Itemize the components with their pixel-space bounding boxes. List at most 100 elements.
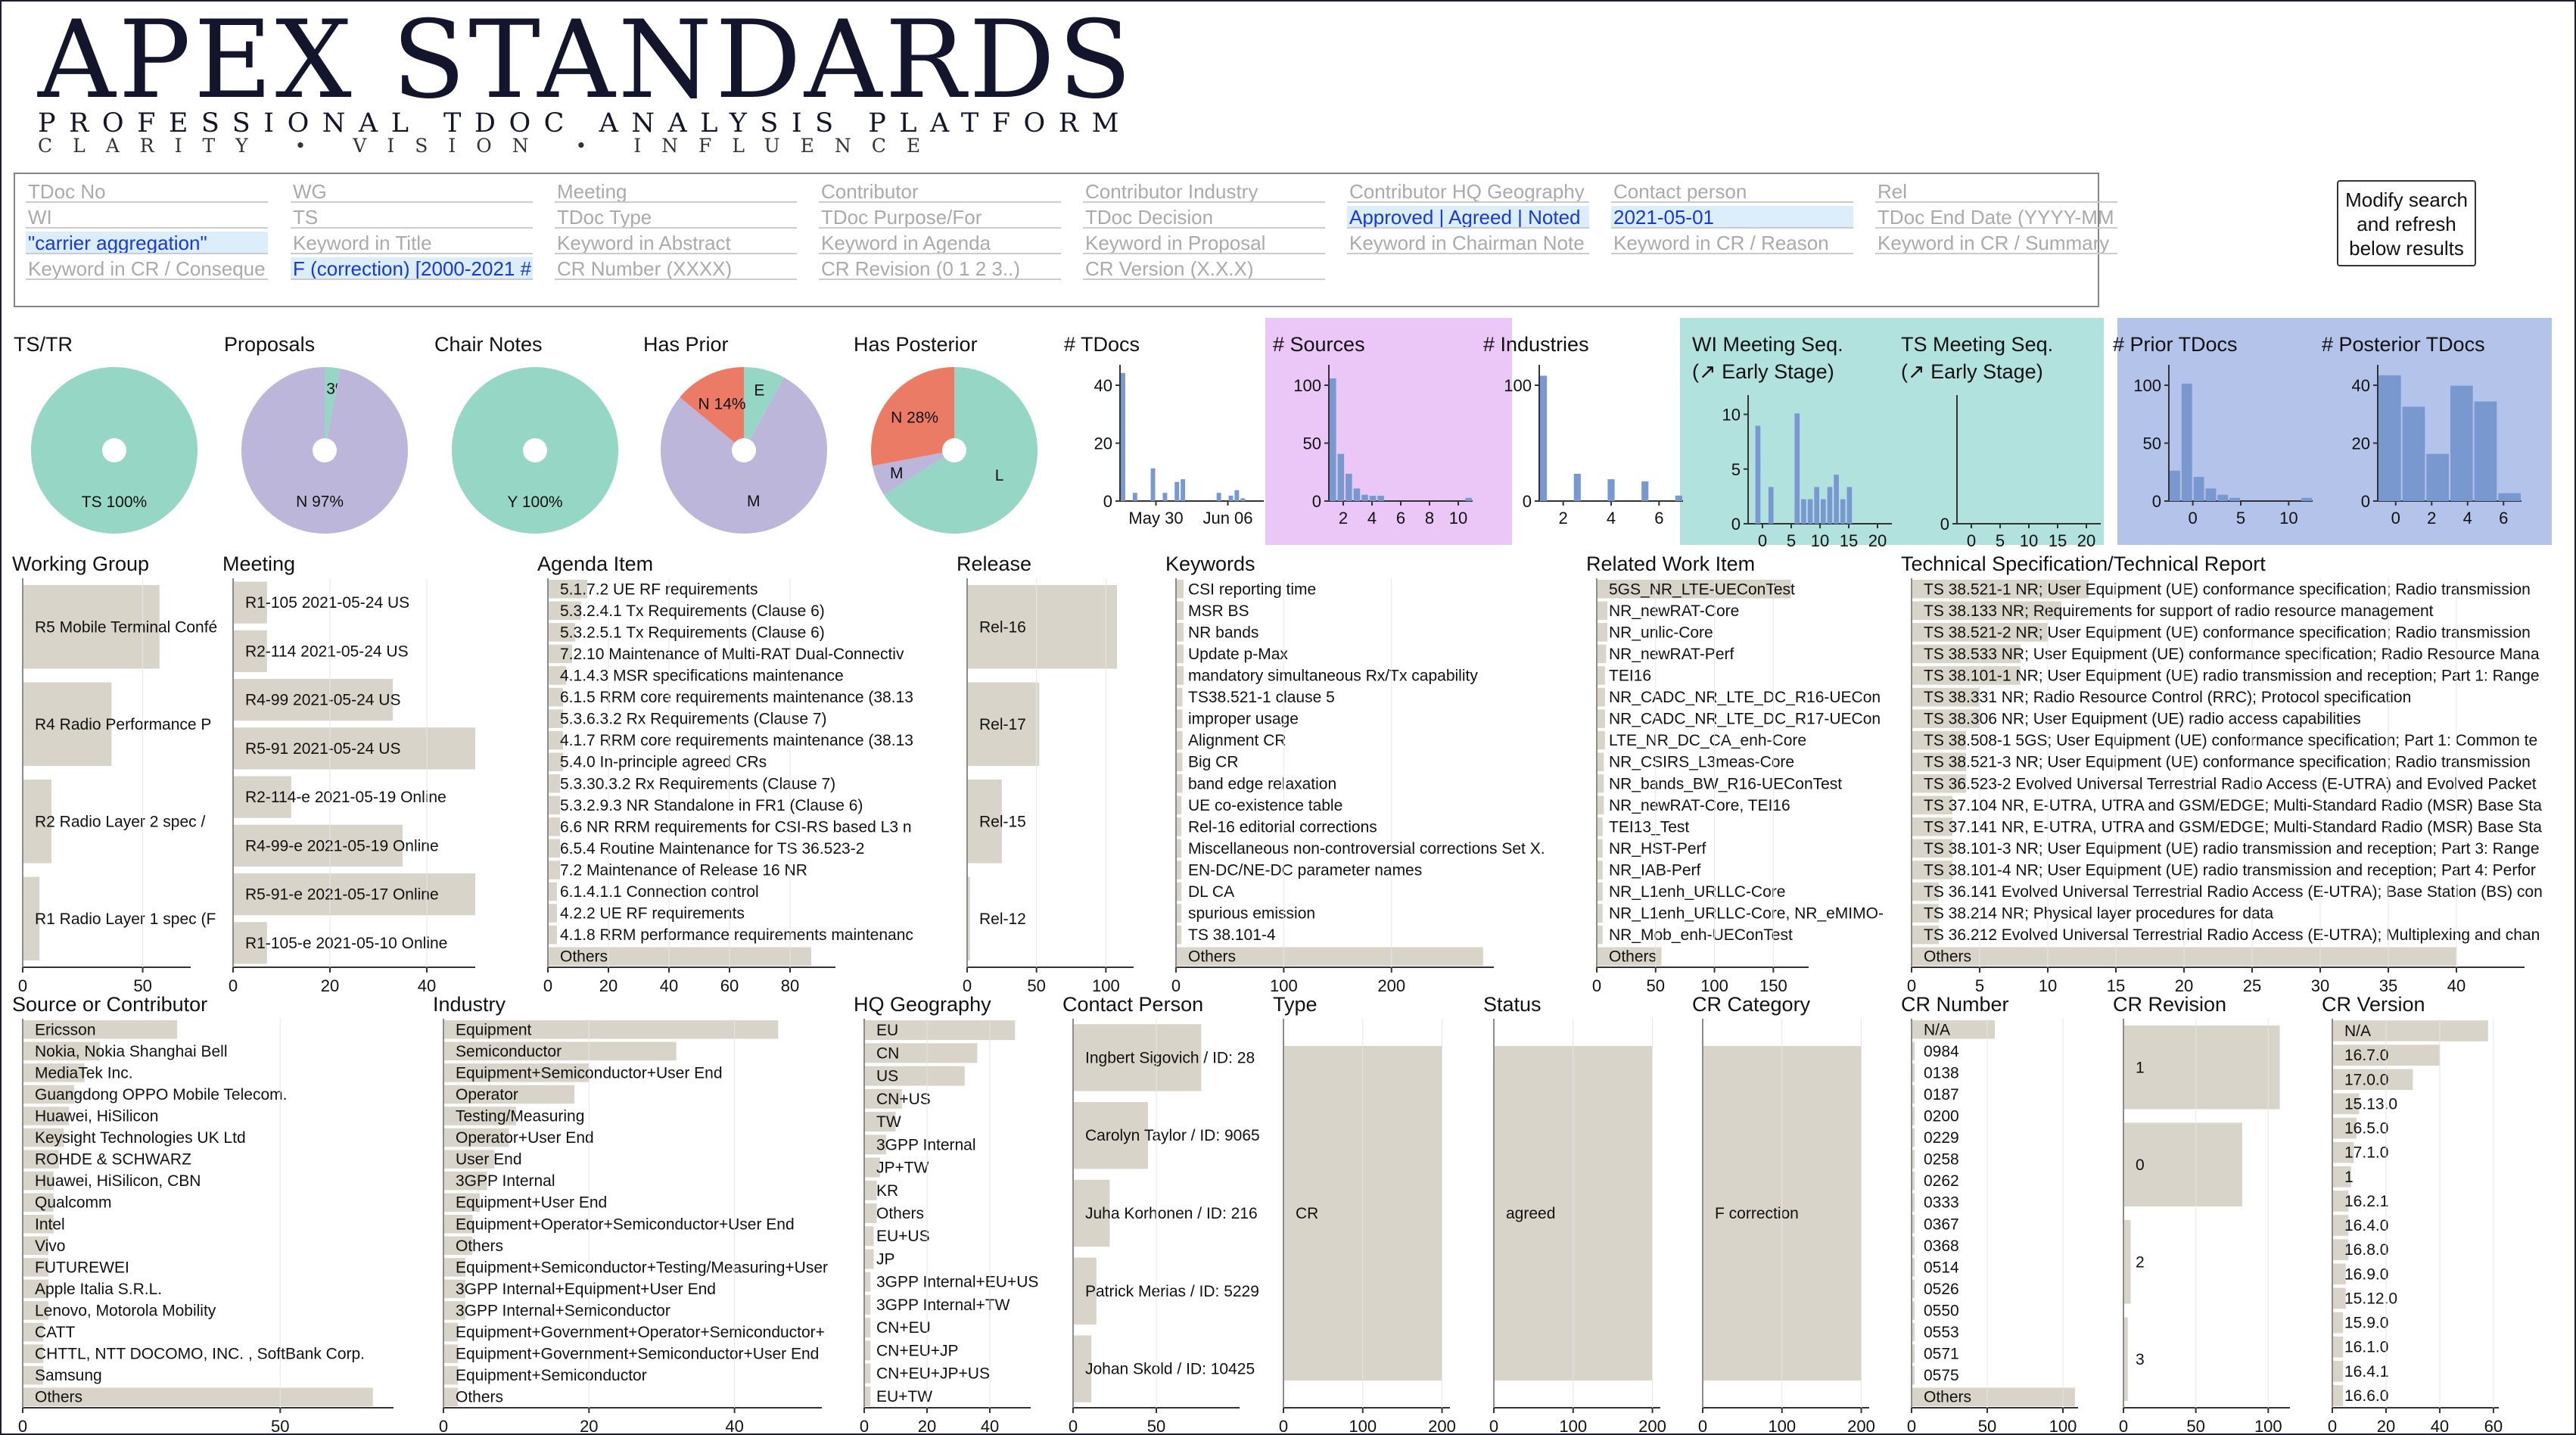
bar[interactable] — [1176, 709, 1183, 728]
bar[interactable] — [1176, 904, 1182, 923]
bar[interactable] — [1597, 904, 1603, 923]
search-field-carrier-aggregation[interactable]: "carrier aggregation" — [26, 232, 268, 254]
hist-bar[interactable] — [1834, 475, 1839, 524]
bar[interactable] — [1912, 839, 1952, 858]
bar[interactable] — [233, 678, 394, 721]
bar[interactable] — [548, 666, 566, 685]
search-field-wi[interactable]: WI — [26, 206, 268, 229]
hist-bar[interactable] — [1361, 494, 1368, 501]
bar[interactable] — [1597, 839, 1603, 858]
bar[interactable] — [233, 776, 291, 818]
bar[interactable] — [1912, 644, 2021, 664]
bar[interactable] — [1912, 1150, 1915, 1169]
bar[interactable] — [864, 1226, 874, 1247]
bar[interactable] — [2332, 1166, 2351, 1188]
bar[interactable] — [443, 1041, 677, 1061]
bar[interactable] — [967, 876, 970, 961]
hist-bar[interactable] — [1150, 468, 1156, 501]
bar[interactable] — [1597, 795, 1604, 815]
hist-bar[interactable] — [1174, 481, 1180, 501]
search-field-wg[interactable]: WG — [291, 180, 533, 203]
hist-bar[interactable] — [1162, 493, 1168, 501]
bar[interactable] — [233, 922, 267, 964]
bar[interactable] — [1912, 1020, 1995, 1039]
hist-bar[interactable] — [1840, 499, 1846, 524]
bar[interactable] — [443, 1344, 459, 1363]
hist-bar[interactable] — [1607, 479, 1615, 501]
bar[interactable] — [1176, 666, 1184, 685]
hist-bar[interactable] — [1573, 474, 1581, 501]
bar[interactable] — [864, 1135, 887, 1155]
bar[interactable] — [2332, 1191, 2349, 1212]
bar[interactable] — [2332, 1263, 2346, 1285]
bar[interactable] — [548, 687, 563, 707]
bar[interactable] — [864, 1066, 965, 1086]
bar[interactable] — [1597, 601, 1607, 621]
bar[interactable] — [23, 1128, 64, 1147]
bar[interactable] — [23, 682, 112, 767]
bar[interactable] — [1912, 882, 1939, 901]
hist-bar[interactable] — [2474, 401, 2497, 501]
bar[interactable] — [443, 1215, 473, 1234]
bar[interactable] — [548, 817, 560, 836]
bar[interactable] — [2332, 1117, 2357, 1139]
hist-bar[interactable] — [1540, 375, 1548, 501]
hist-bar[interactable] — [2193, 477, 2204, 501]
bar[interactable] — [1912, 580, 2089, 599]
pie-slice[interactable] — [872, 450, 954, 495]
bar[interactable] — [2332, 1287, 2346, 1309]
bar[interactable] — [1912, 1107, 1915, 1125]
bar[interactable] — [443, 1193, 481, 1212]
bar[interactable] — [1912, 1041, 1915, 1061]
hist-bar[interactable] — [1755, 425, 1761, 524]
bar[interactable] — [443, 1128, 509, 1147]
bar[interactable] — [548, 925, 557, 945]
bar[interactable] — [548, 904, 557, 923]
bar[interactable] — [2332, 1069, 2413, 1091]
bar[interactable] — [1912, 1215, 1915, 1234]
bar[interactable] — [548, 580, 587, 599]
bar[interactable] — [1597, 925, 1603, 945]
search-field-rel[interactable]: Rel — [1875, 180, 2117, 203]
bar[interactable] — [2123, 1122, 2242, 1207]
bar[interactable] — [23, 876, 40, 961]
bar[interactable] — [1597, 580, 1791, 599]
bar[interactable] — [1073, 1335, 1092, 1402]
bar[interactable] — [23, 1150, 59, 1169]
hist-bar[interactable] — [1121, 372, 1125, 501]
bar[interactable] — [1597, 774, 1604, 793]
bar[interactable] — [864, 1294, 871, 1315]
search-field-contributor-hq-geography[interactable]: Contributor HQ Geography — [1347, 180, 1589, 203]
search-field-cr-revision-0-1-2-3[interactable]: CR Revision (0 1 2 3..) — [819, 257, 1061, 280]
bar[interactable] — [1176, 623, 1184, 642]
hist-bar[interactable] — [1827, 487, 1833, 524]
search-field-tdoc-type[interactable]: TDoc Type — [555, 206, 797, 229]
bar[interactable] — [967, 779, 1002, 864]
bar[interactable] — [23, 1085, 75, 1104]
bar[interactable] — [1912, 904, 1939, 923]
bar[interactable] — [23, 779, 52, 864]
search-field-tdoc-no[interactable]: TDoc No — [26, 180, 268, 203]
search-field-keyword-in-proposal[interactable]: Keyword in Proposal — [1083, 232, 1325, 254]
bar[interactable] — [2332, 1141, 2354, 1163]
pie-slice[interactable] — [871, 367, 954, 466]
hist-bar[interactable] — [1337, 453, 1345, 501]
bar[interactable] — [23, 1387, 373, 1406]
search-field-f-correction-2000-2021[interactable]: F (correction) [2000-2021 # — [291, 257, 533, 280]
hist-bar[interactable] — [1369, 496, 1377, 501]
bar[interactable] — [23, 1193, 54, 1212]
hist-bar[interactable] — [1181, 479, 1186, 501]
bar[interactable] — [443, 1085, 575, 1104]
bar[interactable] — [2332, 1239, 2349, 1261]
pie-slice[interactable] — [680, 367, 744, 450]
hist-bar[interactable] — [1465, 497, 1472, 501]
bar[interactable] — [23, 1020, 178, 1039]
hist-bar[interactable] — [2301, 497, 2312, 501]
bar[interactable] — [864, 1203, 877, 1224]
bar[interactable] — [233, 630, 267, 673]
bar[interactable] — [1176, 752, 1183, 771]
bar[interactable] — [864, 1043, 978, 1063]
bar[interactable] — [548, 730, 563, 750]
bar[interactable] — [233, 727, 475, 770]
bar[interactable] — [1912, 1258, 1915, 1277]
